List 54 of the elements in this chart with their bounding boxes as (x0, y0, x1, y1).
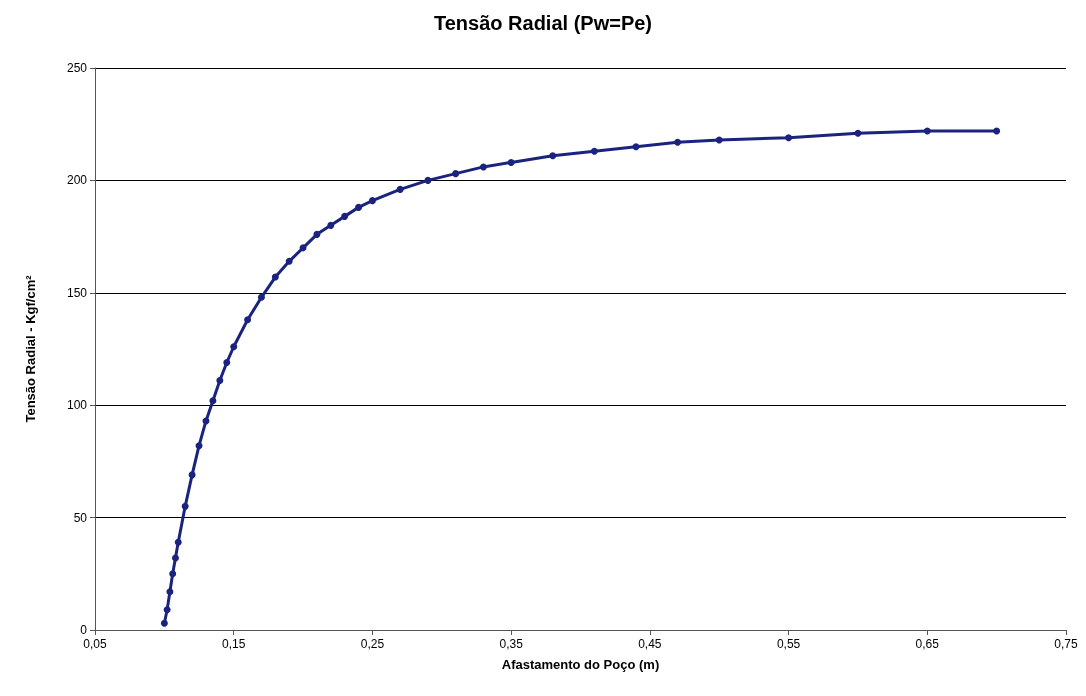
y-tick-label: 50 (73, 510, 88, 525)
point (174, 538, 182, 546)
y-tick-label: 0 (80, 623, 88, 637)
y-tick-label: 100 (66, 398, 88, 413)
point (195, 442, 203, 450)
y-tick-label: 250 (66, 61, 88, 75)
point (479, 163, 487, 171)
point (209, 397, 217, 405)
point (368, 197, 376, 205)
point (396, 185, 404, 193)
point (923, 127, 931, 135)
point (271, 273, 279, 281)
x-tick-label: 0,35 (499, 637, 524, 651)
point (181, 502, 189, 510)
point (223, 358, 231, 366)
y-tick-label: 150 (66, 285, 88, 300)
point (854, 129, 862, 137)
chart-title: Tensão Radial (Pw=Pe) (433, 12, 653, 34)
point (171, 554, 179, 562)
point (590, 147, 598, 155)
point (507, 158, 515, 166)
x-tick-label: 0,25 (360, 637, 385, 651)
point (166, 588, 174, 596)
point (993, 127, 1001, 135)
x-tick-label: 0,45 (638, 637, 662, 651)
point (188, 471, 196, 479)
point (355, 203, 363, 211)
point (715, 136, 723, 144)
point (244, 316, 252, 324)
x-tick-label: 0,75 (1054, 637, 1078, 651)
point (230, 343, 238, 351)
point (674, 138, 682, 146)
point (285, 257, 293, 265)
point (216, 376, 224, 384)
point (424, 176, 432, 184)
point (313, 230, 321, 238)
x-axis-title: Afastamento do Poço (m) (501, 657, 660, 672)
x-tick-label: 0,65 (915, 637, 940, 651)
x-tick-label: 0,55 (776, 637, 801, 651)
point (160, 619, 168, 627)
point (632, 143, 640, 151)
point (327, 221, 335, 229)
point (341, 212, 349, 220)
point (549, 152, 557, 160)
x-tick-label: 0,05 (83, 637, 107, 651)
point (257, 293, 265, 301)
point (163, 606, 171, 614)
y-axis-title: Tensão Radial - Kgf/cm² (23, 274, 38, 423)
point (785, 134, 793, 142)
y-tick-label: 200 (66, 173, 88, 188)
point (299, 244, 307, 252)
point (169, 570, 177, 578)
x-tick-label: 0,15 (222, 637, 246, 651)
point (452, 170, 460, 178)
